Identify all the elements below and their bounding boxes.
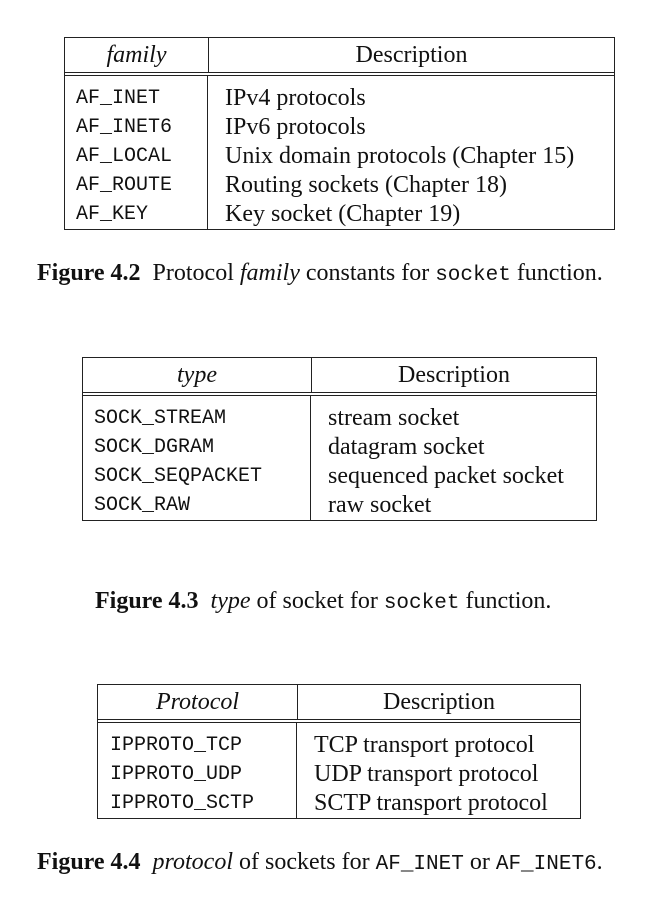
figure-caption-4-4: Figure 4.4 protocol of sockets for AF_INE… (37, 849, 603, 876)
table-row: AF_ROUTE (76, 174, 173, 197)
table-row: Routing sockets (Chapter 18) (225, 172, 507, 198)
table-row: datagram socket (328, 434, 485, 460)
family-table: family Description AF_INET AF_INET6 AF_L… (64, 37, 615, 230)
table-row: IPPROTO_TCP (110, 734, 243, 757)
table-header: type Description (83, 358, 596, 396)
table-row: IPv6 protocols (225, 114, 366, 140)
table-row: SCTP transport protocol (314, 790, 548, 816)
table-row: raw socket (328, 492, 432, 518)
table-header: family Description (65, 38, 614, 76)
figure-caption-4-2: Figure 4.2 Protocol family constants for … (37, 260, 603, 287)
table-row: SOCK_STREAM (94, 407, 227, 430)
header-family: family (65, 38, 209, 72)
table-row: AF_INET (76, 87, 161, 110)
table-row: IPPROTO_UDP (110, 763, 243, 786)
type-table: type Description SOCK_STREAM SOCK_DGRAM … (82, 357, 597, 521)
table-row: SOCK_DGRAM (94, 436, 215, 459)
table-row: AF_INET6 (76, 116, 173, 139)
table-row: IPPROTO_SCTP (110, 792, 255, 815)
header-description: Description (383, 688, 495, 715)
table-row: TCP transport protocol (314, 732, 535, 758)
protocol-table: Protocol Description IPPROTO_TCP IPPROTO… (97, 684, 581, 819)
table-row: IPv4 protocols (225, 85, 366, 111)
table-row: SOCK_SEQPACKET (94, 465, 263, 488)
header-protocol: Protocol (98, 685, 298, 719)
figure-caption-4-3: Figure 4.3 type of socket for socket func… (95, 588, 552, 615)
table-header: Protocol Description (98, 685, 580, 723)
table-row: stream socket (328, 405, 460, 431)
table-row: AF_KEY (76, 203, 149, 226)
header-description: Description (398, 361, 510, 388)
header-description: Description (355, 41, 468, 68)
table-row: SOCK_RAW (94, 494, 191, 517)
table-row: UDP transport protocol (314, 761, 539, 787)
table-row: AF_LOCAL (76, 145, 173, 168)
header-type: type (83, 358, 312, 392)
table-row: Key socket (Chapter 19) (225, 201, 461, 227)
table-row: sequenced packet socket (328, 463, 564, 489)
table-row: Unix domain protocols (Chapter 15) (225, 143, 575, 169)
